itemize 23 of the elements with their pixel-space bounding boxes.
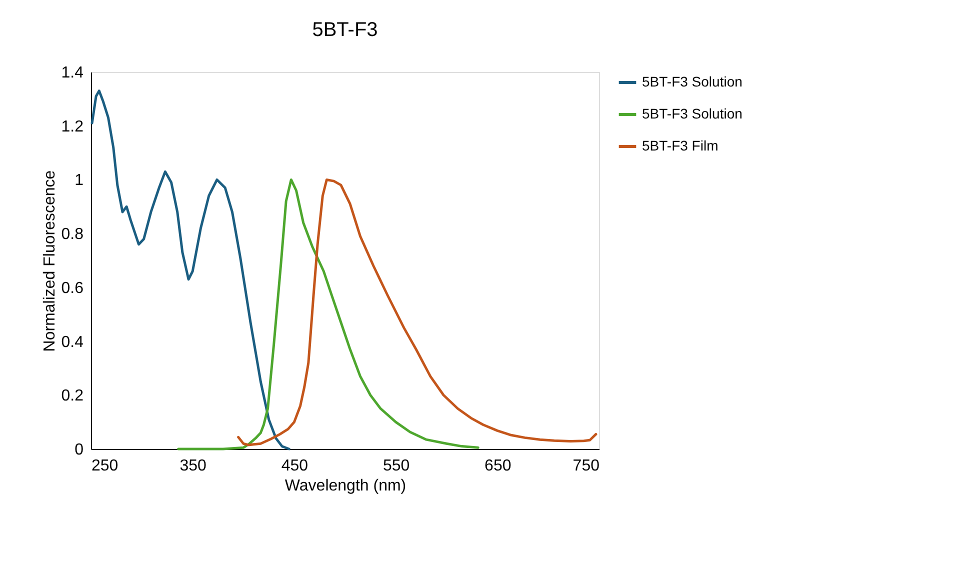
y-tick-label: 0 <box>74 442 84 458</box>
legend-label: 5BT-F3 Solution <box>642 74 742 90</box>
chart-title: 5BT-F3 <box>312 19 378 41</box>
line-series <box>177 178 480 450</box>
y-tick-label: 0.4 <box>61 334 84 351</box>
line-series <box>237 178 598 446</box>
x-tick-label: 450 <box>281 458 308 474</box>
y-tick-label: 1.2 <box>61 118 84 136</box>
x-tick-label: 650 <box>484 458 512 474</box>
x-tick-label: 550 <box>382 458 410 474</box>
y-tick-label: 1.4 <box>61 64 84 82</box>
y-tick-label: 1 <box>74 172 84 190</box>
y-axis-title: Normalized Fluorescence <box>41 170 58 352</box>
x-tick-label: 750 <box>572 458 600 474</box>
y-tick-label: 0.2 <box>61 388 84 405</box>
x-tick-label: 250 <box>92 458 118 474</box>
x-axis-title: Wavelength (nm) <box>284 478 406 494</box>
y-tick-label: 0.6 <box>61 280 84 297</box>
legend-label: 5BT-F3 Solution <box>642 106 742 122</box>
line-series <box>90 90 290 450</box>
legend-label: 5BT-F3 Film <box>642 138 718 154</box>
y-tick-label: 0.8 <box>61 226 84 244</box>
x-tick-label: 350 <box>180 458 207 474</box>
